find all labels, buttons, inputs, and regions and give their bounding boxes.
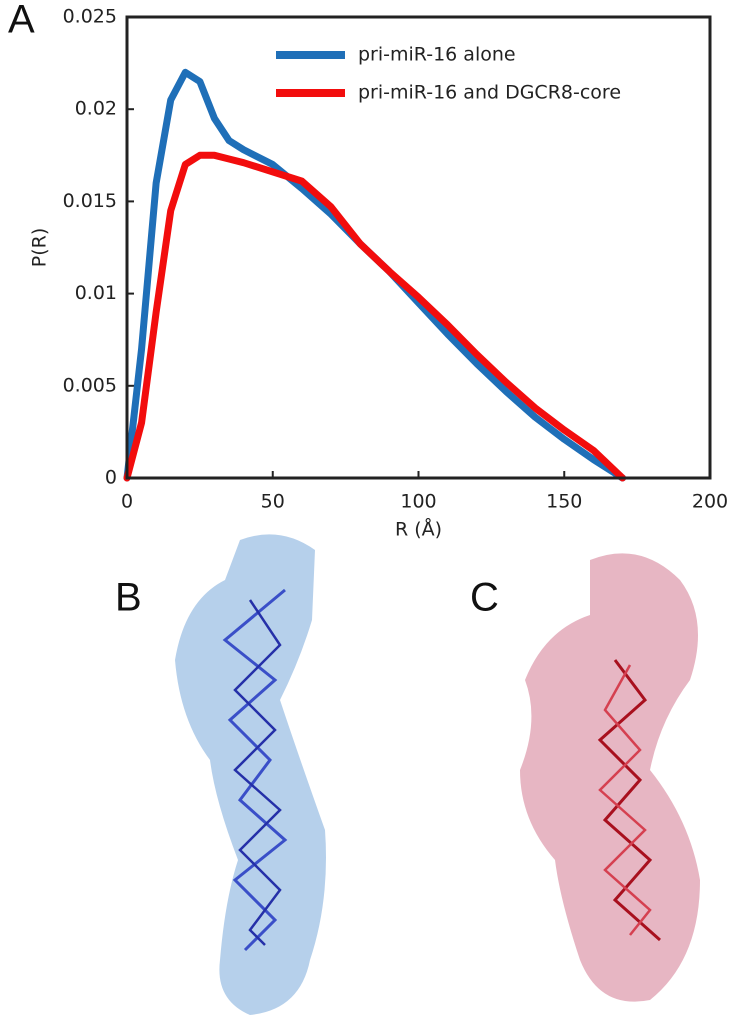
- x-tick-label: 200: [692, 491, 728, 513]
- data-line: [123, 68, 627, 482]
- y-tick-label: 0.025: [63, 6, 117, 28]
- y-tick-label: 0.005: [63, 374, 117, 396]
- panel-label: A: [8, 0, 35, 42]
- molecule-c: [520, 553, 700, 1002]
- molecule-b: [175, 534, 326, 1015]
- x-tick-label: 0: [121, 491, 133, 513]
- y-axis-label: P(R): [29, 228, 51, 267]
- data-line: [123, 151, 627, 482]
- x-tick-label: 150: [546, 491, 582, 513]
- panel-label: C: [470, 576, 499, 620]
- panel-label: B: [115, 576, 142, 620]
- legend-label: pri-miR-16 alone: [358, 44, 516, 66]
- x-tick-label: 100: [400, 491, 436, 513]
- y-tick-label: 0: [105, 467, 117, 489]
- plot-frame: [125, 15, 712, 480]
- y-tick-label: 0.015: [63, 190, 117, 212]
- x-axis-label: R (Å): [395, 518, 442, 541]
- legend-label: pri-miR-16 and DGCR8-core: [358, 82, 621, 104]
- y-tick-label: 0.02: [75, 98, 117, 120]
- y-tick-label: 0.01: [75, 282, 117, 304]
- x-tick-label: 50: [261, 491, 285, 513]
